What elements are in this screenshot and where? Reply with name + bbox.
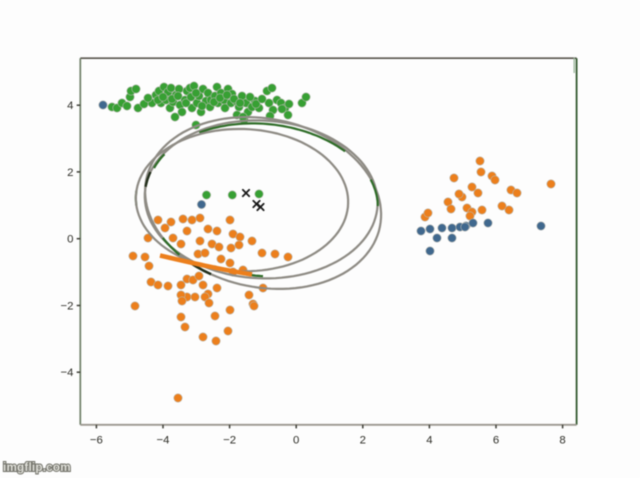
- svg-text:2: 2: [67, 167, 73, 179]
- svg-text:−6: −6: [90, 435, 103, 447]
- svg-text:−4: −4: [61, 367, 74, 379]
- svg-text:8: 8: [559, 435, 565, 447]
- svg-text:0: 0: [293, 435, 299, 447]
- svg-text:4: 4: [426, 435, 432, 447]
- svg-text:4: 4: [67, 100, 73, 112]
- svg-text:2: 2: [360, 435, 366, 447]
- svg-text:−2: −2: [61, 300, 74, 312]
- svg-text:imgflip.com: imgflip.com: [3, 461, 71, 474]
- svg-text:−2: −2: [223, 435, 236, 447]
- svg-text:6: 6: [493, 435, 499, 447]
- svg-text:0: 0: [67, 234, 73, 246]
- svg-text:−4: −4: [157, 435, 170, 447]
